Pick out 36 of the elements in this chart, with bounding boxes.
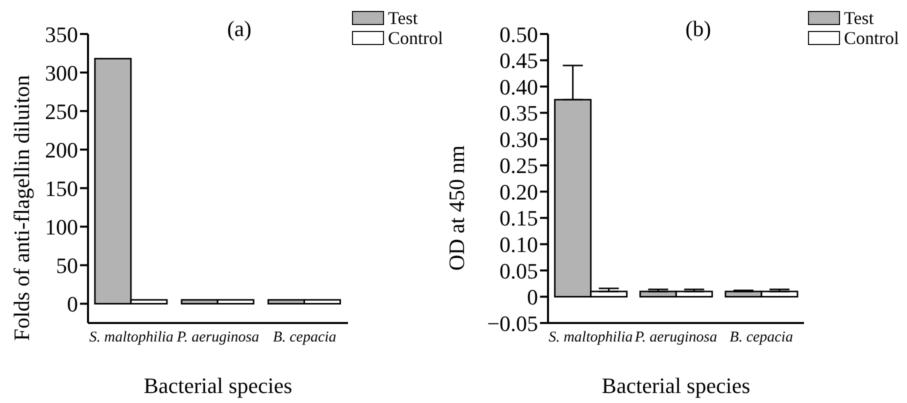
y-tick-label: 350 bbox=[45, 22, 78, 47]
y-tick-label: 0.30 bbox=[500, 126, 538, 152]
legend-label: Test bbox=[844, 8, 874, 28]
legend-label: Control bbox=[844, 28, 899, 48]
y-tick-label: 0.10 bbox=[500, 232, 538, 257]
chart-title: (a) bbox=[227, 16, 252, 42]
legend-label: Control bbox=[388, 28, 443, 48]
y-tick-label: 0 bbox=[527, 284, 538, 310]
x-tick-label: S. maltophilia bbox=[548, 330, 633, 346]
y-tick-label: 100 bbox=[45, 214, 78, 240]
y-tick-label: 300 bbox=[45, 60, 78, 86]
y-axis-title: OD at 450 nm bbox=[444, 145, 470, 271]
x-tick-label: B. cepacia bbox=[272, 330, 336, 346]
legend-label: Test bbox=[388, 8, 418, 28]
y-tick-label: 0.50 bbox=[500, 22, 538, 47]
y-tick-label: 0.05 bbox=[500, 258, 538, 284]
y-tick-label: 0.25 bbox=[500, 153, 538, 178]
y-tick-label: −0.05 bbox=[487, 310, 538, 336]
y-tick-label: 0.45 bbox=[500, 48, 538, 74]
y-tick-label: 0.40 bbox=[500, 74, 538, 100]
y-tick-label: 0.20 bbox=[500, 179, 538, 204]
y-tick-label: 150 bbox=[45, 176, 78, 201]
y-tick-label: 250 bbox=[45, 98, 78, 124]
y-tick-label: 200 bbox=[45, 137, 78, 162]
y-tick-label: 50 bbox=[56, 253, 78, 278]
x-tick-label: P. aeruginosa bbox=[634, 330, 718, 346]
x-tick-label: S. maltophilia bbox=[89, 330, 174, 346]
x-tick-label: B. cepacia bbox=[730, 330, 793, 346]
x-axis-title: Bacterial species bbox=[602, 373, 750, 398]
y-tick-label: 0 bbox=[67, 292, 78, 317]
chart-title: (b) bbox=[685, 16, 712, 42]
y-tick-label: 0.15 bbox=[500, 206, 538, 231]
y-tick-label: 0.35 bbox=[500, 100, 538, 126]
x-tick-label: P. aeruginosa bbox=[176, 330, 260, 346]
y-axis-title: Folds of anti-flagellin diluiton bbox=[9, 75, 35, 341]
x-axis-title: Bacterial species bbox=[144, 373, 292, 398]
